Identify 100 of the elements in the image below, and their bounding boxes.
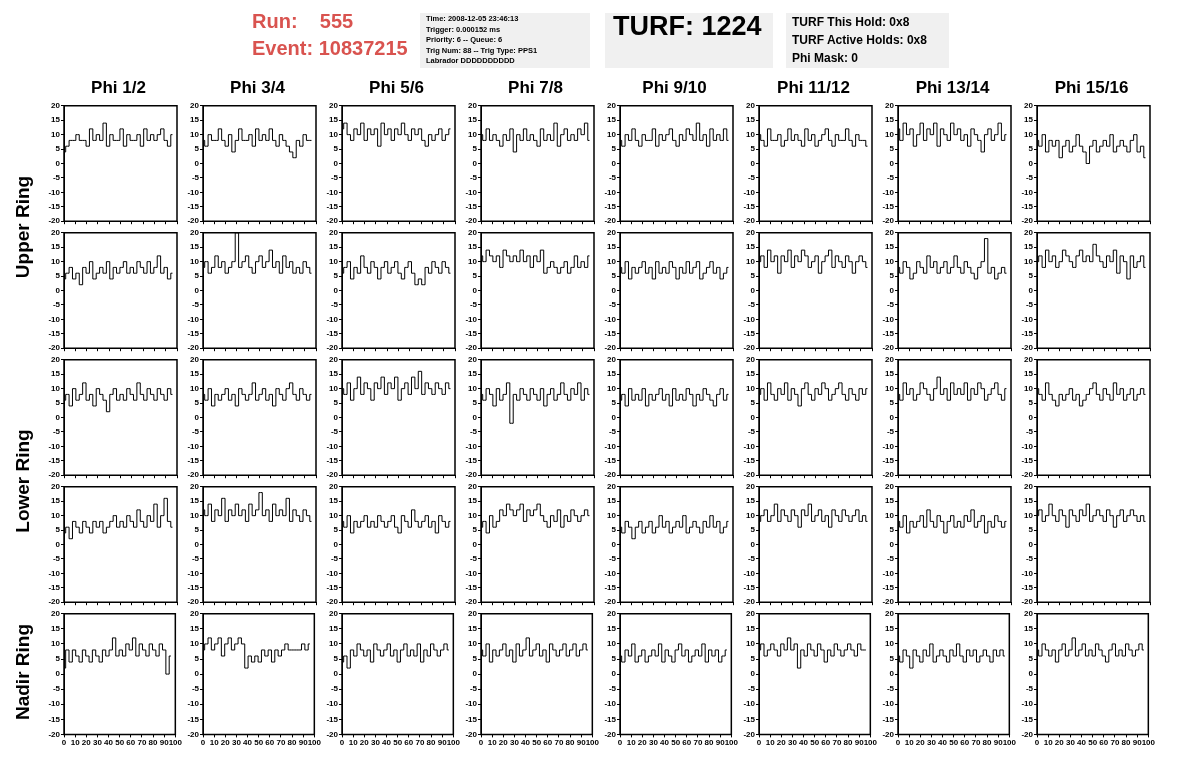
y-tick-label: -10: [882, 699, 895, 709]
text: TURF: 1224: [613, 11, 763, 41]
y-tick-label: 0: [889, 539, 895, 549]
y-tick-label: 20: [51, 228, 61, 237]
y-tick-label: -10: [1021, 441, 1034, 451]
y-tick-label: -20: [465, 216, 478, 226]
y-tick-label: 10: [190, 256, 200, 266]
y-tick-label: 5: [333, 398, 339, 408]
y-tick-label: 5: [750, 271, 756, 281]
y-tick-label: 0: [472, 285, 478, 295]
y-tick-label: -20: [1021, 216, 1034, 226]
y-tick-label: 0: [55, 285, 61, 295]
y-tick-label: 15: [190, 115, 200, 125]
y-tick-label: 20: [1024, 609, 1034, 618]
y-tick-label: -10: [48, 187, 61, 197]
y-tick-label: 10: [468, 383, 478, 393]
y-tick-label: 10: [329, 383, 339, 393]
y-tick-label: -5: [52, 427, 61, 437]
y-tick-label: 15: [885, 115, 895, 125]
x-tick-label: 70: [971, 738, 981, 748]
y-tick-label: 10: [468, 129, 478, 139]
y-tick-label: -10: [48, 441, 61, 451]
y-tick-label: -15: [1021, 714, 1034, 724]
y-tick-label: 15: [607, 242, 617, 252]
y-tick-label: 5: [194, 271, 200, 281]
y-tick-label: 20: [190, 482, 200, 491]
y-tick-label: 15: [190, 624, 200, 634]
y-tick-label: 10: [468, 639, 478, 649]
y-tick-label: -20: [326, 729, 339, 739]
y-axis-title: Lower Ring: [12, 429, 34, 533]
y-tick-label: 10: [746, 129, 756, 139]
y-tick-label: -15: [882, 582, 895, 592]
y-tick-label: 15: [468, 242, 478, 252]
y-tick-label: -20: [1021, 729, 1034, 739]
y-tick-label: 15: [746, 115, 756, 125]
y-tick-label: -20: [326, 216, 339, 226]
y-tick-label: -5: [1025, 300, 1034, 310]
y-tick-label: 0: [889, 669, 895, 679]
y-tick-label: -10: [465, 441, 478, 451]
y-tick-label: -5: [469, 300, 478, 310]
y-tick-label: -20: [743, 597, 756, 607]
x-tick-label: 70: [276, 738, 286, 748]
y-tick-label: -20: [743, 343, 756, 353]
y-tick-label: 5: [889, 271, 895, 281]
y-tick-label: -15: [326, 714, 339, 724]
y-tick-label: 20: [746, 482, 756, 491]
y-tick-label: -5: [608, 427, 617, 437]
y-tick-label: 0: [55, 539, 61, 549]
y-tick-label: 10: [190, 129, 200, 139]
y-tick-label: 15: [607, 115, 617, 125]
y-tick-label: 20: [190, 355, 200, 364]
y-tick-label: -20: [743, 470, 756, 480]
x-tick-label: 100: [863, 738, 878, 748]
y-tick-label: 5: [750, 525, 756, 535]
y-tick-label: -20: [1021, 470, 1034, 480]
text: TURF This Hold: 0x8: [792, 14, 911, 31]
y-tick-label: 20: [468, 228, 478, 237]
y-tick-label: -10: [882, 187, 895, 197]
y-tick-label: -15: [1021, 582, 1034, 592]
x-tick-label: 50: [393, 738, 403, 748]
y-tick-label: 15: [329, 624, 339, 634]
x-tick-label: 50: [671, 738, 681, 748]
y-tick-label: -15: [604, 714, 617, 724]
y-tick-label: 5: [750, 654, 756, 664]
y-tick-label: 0: [1028, 285, 1034, 295]
y-tick-label: 5: [1028, 271, 1034, 281]
y-tick-label: 10: [885, 639, 895, 649]
y-tick-label: 20: [607, 101, 617, 110]
y-tick-label: 5: [55, 654, 61, 664]
y-tick-label: 15: [51, 242, 61, 252]
x-tick-label: 30: [787, 738, 798, 748]
y-tick-label: -10: [882, 568, 895, 578]
y-tick-label: 20: [885, 355, 895, 364]
y-tick-label: 15: [51, 496, 61, 506]
y-tick-label: -5: [747, 684, 756, 694]
y-tick-label: -15: [465, 455, 478, 465]
y-tick-label: -20: [882, 343, 895, 353]
x-tick-label: 30: [370, 738, 381, 748]
y-tick-label: -5: [330, 554, 339, 564]
x-tick-label: 30: [509, 738, 520, 748]
x-tick-label: 60: [126, 738, 136, 748]
chart-title: Phi 5/6: [368, 78, 425, 99]
y-tick-label: 10: [1024, 129, 1034, 139]
y-tick-label: -10: [187, 187, 200, 197]
y-tick-label: -5: [886, 554, 895, 564]
y-tick-label: -20: [465, 470, 478, 480]
x-tick-label: 100: [585, 738, 600, 748]
y-tick-label: -10: [604, 441, 617, 451]
y-tick-label: -20: [743, 216, 756, 226]
y-tick-label: -15: [465, 714, 478, 724]
y-tick-label: -10: [1021, 699, 1034, 709]
y-tick-label: 15: [51, 369, 61, 379]
y-tick-label: 0: [1028, 412, 1034, 422]
y-tick-label: 15: [468, 624, 478, 634]
y-tick-label: -10: [187, 314, 200, 324]
y-tick-label: 5: [333, 144, 339, 154]
x-tick-label: 10: [626, 738, 637, 748]
y-tick-label: -20: [604, 470, 617, 480]
y-tick-label: -15: [187, 455, 200, 465]
y-tick-label: 0: [750, 285, 756, 295]
